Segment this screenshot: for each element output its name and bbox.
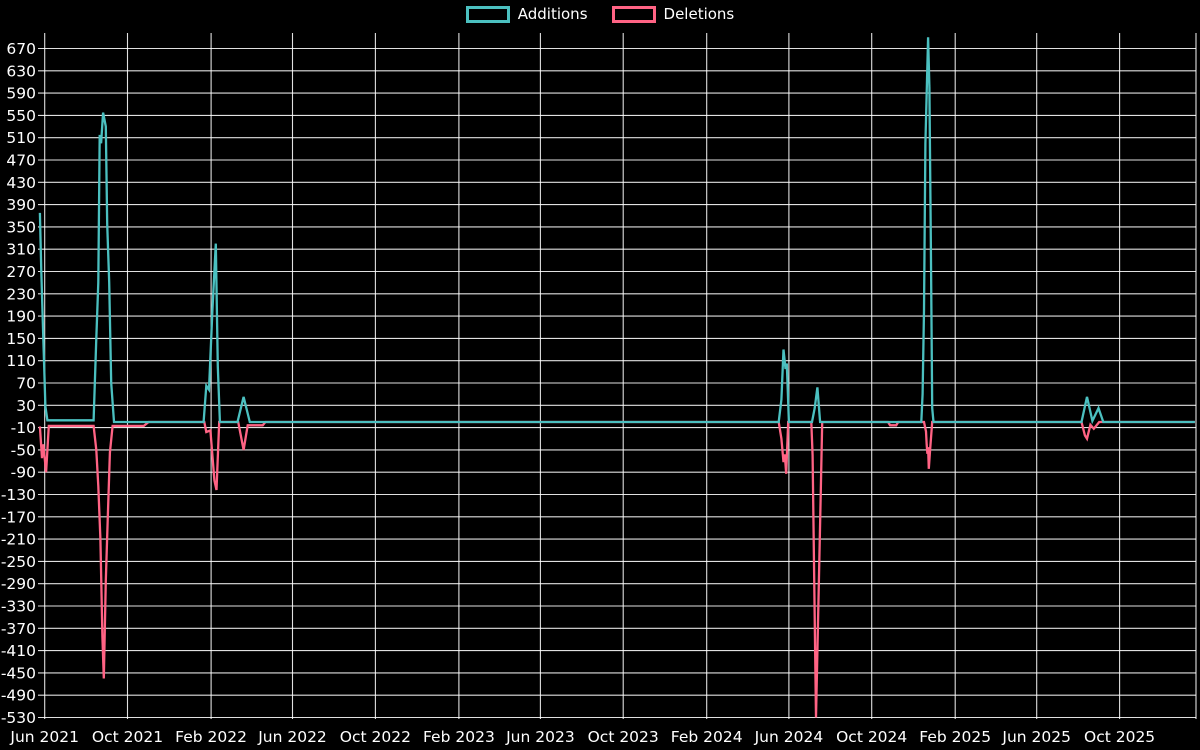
legend-label-additions: Additions xyxy=(517,5,588,23)
deletions-swatch-icon xyxy=(611,6,656,23)
y-tick-label: 390 xyxy=(6,196,36,214)
y-tick-label: -210 xyxy=(1,531,36,549)
x-tick-label: Feb 2025 xyxy=(919,728,991,746)
y-tick-label: 550 xyxy=(6,107,36,125)
x-tick-label: Feb 2023 xyxy=(423,728,495,746)
gridlines xyxy=(38,33,1197,719)
y-tick-label: -170 xyxy=(1,508,36,526)
y-tick-label: -410 xyxy=(1,642,36,660)
x-tick-label: Jun 2023 xyxy=(505,728,575,746)
y-tick-label: -50 xyxy=(11,441,36,459)
y-tick-label: 110 xyxy=(6,352,36,370)
y-tick-label: -250 xyxy=(1,553,36,571)
deletions-line xyxy=(38,420,1195,718)
x-tick-label: Jun 2022 xyxy=(257,728,327,746)
legend-label-deletions: Deletions xyxy=(663,5,735,23)
y-axis-labels: 670 630 590 550 510 470 430 390 350 310 270 230 190 1… xyxy=(1,40,36,727)
x-tick-label: Jun 2025 xyxy=(1001,728,1071,746)
x-tick-label: Oct 2021 xyxy=(92,728,163,746)
y-tick-label: 430 xyxy=(6,174,36,192)
y-tick-label: 230 xyxy=(6,285,36,303)
x-tick-label: Feb 2022 xyxy=(175,728,247,746)
x-tick-label: Jun 2021 xyxy=(9,728,79,746)
y-tick-label: 30 xyxy=(16,397,36,415)
additions-swatch-icon xyxy=(465,6,510,23)
y-tick-label: -450 xyxy=(1,664,36,682)
chart-legend: Additions Deletions xyxy=(0,6,1200,23)
y-tick-label: -130 xyxy=(1,486,36,504)
y-tick-label: -330 xyxy=(1,598,36,616)
y-tick-label: 470 xyxy=(6,152,36,170)
y-tick-label: 510 xyxy=(6,129,36,147)
x-tick-label: Feb 2024 xyxy=(671,728,743,746)
y-tick-label: 70 xyxy=(16,375,36,393)
x-tick-label: Jun 2024 xyxy=(754,728,824,746)
y-tick-label: 630 xyxy=(6,62,36,80)
x-tick-label: Oct 2024 xyxy=(836,728,907,746)
y-tick-label: 670 xyxy=(6,40,36,58)
y-tick-label: -10 xyxy=(11,419,36,437)
y-tick-label: -290 xyxy=(1,575,36,593)
additions-line xyxy=(38,37,1195,425)
x-tick-label: Oct 2022 xyxy=(340,728,411,746)
y-tick-label: -490 xyxy=(1,687,36,705)
x-tick-label: Oct 2023 xyxy=(588,728,659,746)
x-tick-label: Oct 2025 xyxy=(1084,728,1155,746)
y-tick-label: 310 xyxy=(6,241,36,259)
legend-item-additions[interactable]: Additions xyxy=(465,5,588,23)
y-tick-label: 350 xyxy=(6,218,36,236)
y-tick-label: -370 xyxy=(1,620,36,638)
y-tick-label: -530 xyxy=(1,709,36,727)
y-tick-label: 190 xyxy=(6,308,36,326)
y-tick-label: 590 xyxy=(6,85,36,103)
y-tick-label: 270 xyxy=(6,263,36,281)
legend-item-deletions[interactable]: Deletions xyxy=(611,5,735,23)
y-tick-label: 150 xyxy=(6,330,36,348)
x-axis-labels: Jun 2021 Oct 2021 Feb 2022 Jun 2022 Oct 2022… xyxy=(9,728,1155,746)
y-tick-label: -90 xyxy=(11,464,36,482)
